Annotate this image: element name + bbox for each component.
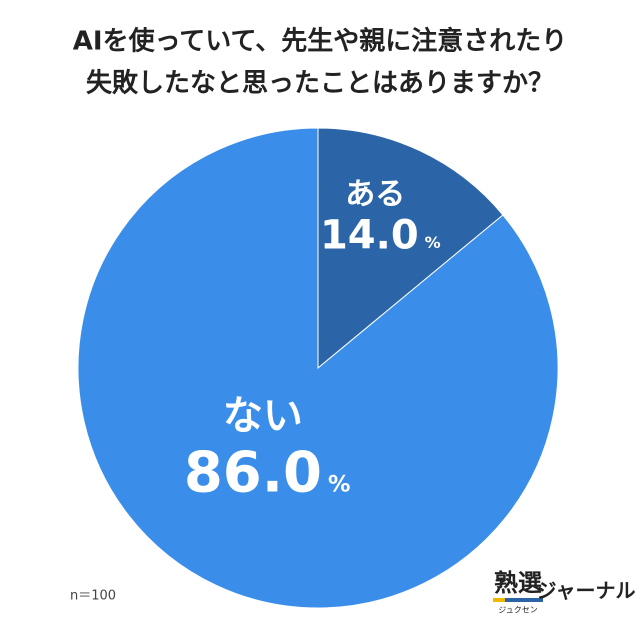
logo-suffix: ジャーナル xyxy=(537,579,636,603)
slice-category: ない xyxy=(223,393,303,439)
logo-main: 熟選 xyxy=(494,569,542,597)
pie-slice xyxy=(77,127,559,609)
logo: 熟選 ジュクセン ジャーナル xyxy=(493,569,636,615)
chart-title: AIを使っていて、先生や親に注意されたり xyxy=(73,26,567,57)
unit-label: % xyxy=(328,471,350,497)
logo-sub: ジュクセン xyxy=(498,606,537,615)
value-label: 14.0 xyxy=(320,213,419,259)
slice-category: ある xyxy=(345,177,405,212)
logo-underline xyxy=(493,598,543,602)
unit-label: % xyxy=(425,233,441,252)
pie-slice xyxy=(317,127,504,370)
chart-title: 失敗したなと思ったことはありますか？ xyxy=(86,68,554,99)
value-label: 86.0 xyxy=(184,441,322,506)
note: n＝100 xyxy=(70,589,116,604)
logo-accent xyxy=(493,598,505,602)
